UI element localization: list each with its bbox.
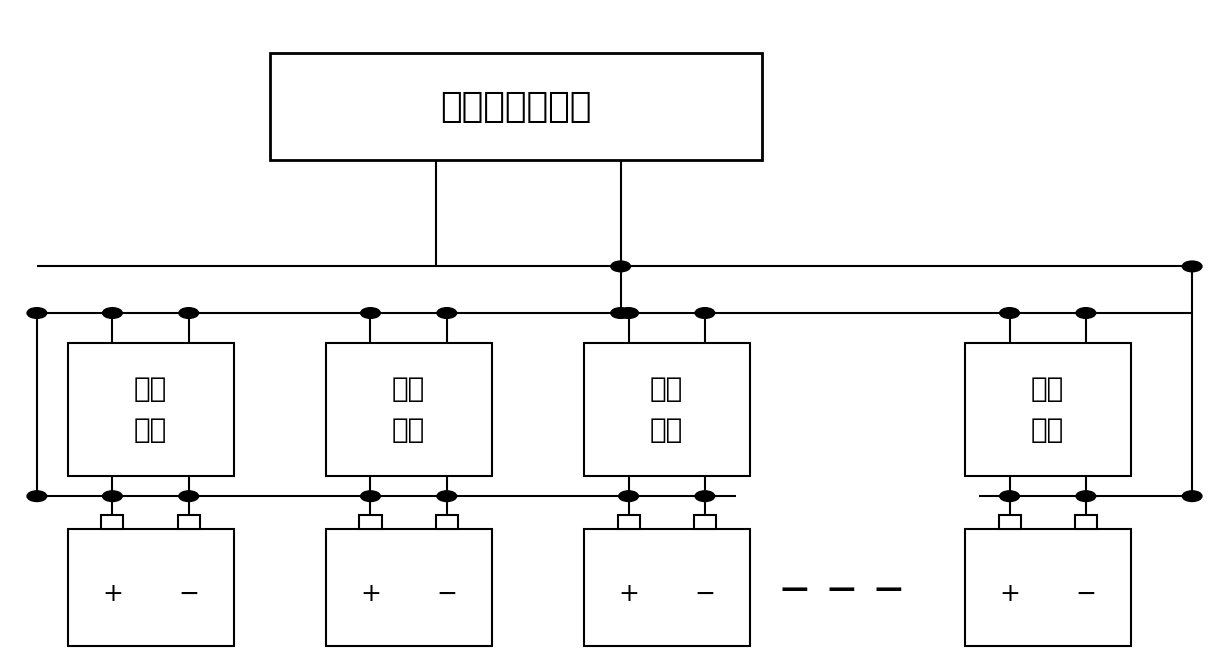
Circle shape (438, 491, 457, 501)
Text: −: − (694, 581, 715, 605)
Bar (270, 53, 762, 160)
Bar (359, 515, 381, 529)
Text: +: + (102, 581, 123, 605)
Text: —  —  —: — — — (780, 575, 903, 603)
Circle shape (438, 308, 457, 318)
Circle shape (696, 491, 715, 501)
Circle shape (611, 308, 630, 318)
Bar (68, 343, 234, 476)
Circle shape (360, 491, 380, 501)
Circle shape (102, 308, 122, 318)
Bar (326, 529, 492, 646)
Circle shape (27, 308, 47, 318)
Circle shape (102, 491, 122, 501)
Bar (101, 515, 123, 529)
Bar (998, 515, 1020, 529)
Text: 均衡
装置: 均衡 装置 (650, 375, 683, 444)
Circle shape (696, 308, 715, 318)
Circle shape (999, 308, 1019, 318)
Bar (584, 529, 750, 646)
Circle shape (1182, 261, 1202, 272)
Bar (584, 343, 750, 476)
Bar (1075, 515, 1097, 529)
Bar (694, 515, 717, 529)
Circle shape (618, 308, 638, 318)
Circle shape (27, 491, 47, 501)
Bar (178, 515, 200, 529)
Text: −: − (178, 581, 199, 605)
Text: −: − (1075, 581, 1096, 605)
Bar (965, 343, 1131, 476)
Circle shape (611, 261, 630, 272)
Text: 均衡
装置: 均衡 装置 (1031, 375, 1064, 444)
Text: +: + (360, 581, 381, 605)
Bar (965, 529, 1131, 646)
Circle shape (179, 308, 199, 318)
Text: +: + (618, 581, 639, 605)
Circle shape (1077, 308, 1096, 318)
Circle shape (1182, 491, 1202, 501)
Circle shape (360, 308, 380, 318)
Bar (436, 515, 458, 529)
Bar (617, 515, 639, 529)
Circle shape (999, 491, 1019, 501)
Text: 均衡
装置: 均衡 装置 (134, 375, 167, 444)
Text: 电池充放电装置: 电池充放电装置 (440, 89, 592, 124)
Text: 均衡
装置: 均衡 装置 (392, 375, 425, 444)
Circle shape (1077, 491, 1096, 501)
Circle shape (618, 491, 638, 501)
Circle shape (179, 491, 199, 501)
Bar (326, 343, 492, 476)
Bar (68, 529, 234, 646)
Text: −: − (436, 581, 457, 605)
Text: +: + (999, 581, 1020, 605)
